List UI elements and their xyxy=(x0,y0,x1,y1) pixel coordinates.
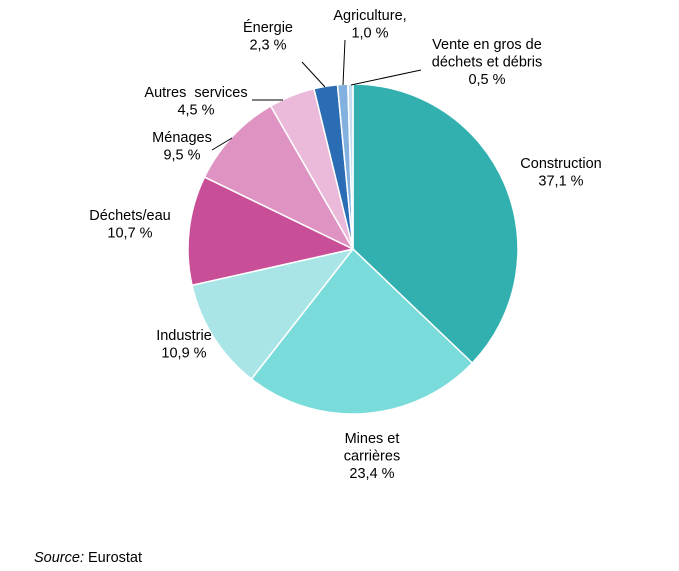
slice-name-label: déchets et débris xyxy=(432,55,542,71)
pie-slice xyxy=(187,176,354,287)
slice-name-label: carrières xyxy=(344,449,400,465)
source-label: Source: xyxy=(34,550,84,566)
pie-slice xyxy=(347,83,354,250)
leader-line xyxy=(350,69,422,86)
slice-label: Agriculture, 1,0 % xyxy=(333,8,406,42)
pie-slice xyxy=(203,105,354,250)
slice-value-label: 2,3 % xyxy=(249,38,286,54)
slice-value-label: 4,5 % xyxy=(177,103,214,119)
slice-value-label: 0,5 % xyxy=(468,72,505,88)
leader-lines xyxy=(211,39,422,151)
slice-value-label: 37,1 % xyxy=(538,174,583,190)
slice-name-label: Industrie xyxy=(156,328,212,344)
slice-value-label: 10,9 % xyxy=(161,346,206,362)
slice-label: Ménages 9,5 % xyxy=(152,130,212,164)
source-value: Eurostat xyxy=(88,550,143,566)
slice-name-label: Autres services xyxy=(144,85,247,101)
source-note: Source: Eurostat xyxy=(34,550,142,566)
pie-slice xyxy=(250,248,474,415)
slice-label: Énergie 2,3 % xyxy=(243,19,293,54)
slice-name-label: Énergie xyxy=(243,19,293,36)
leader-line xyxy=(211,137,233,151)
pie-slice xyxy=(352,83,519,364)
slice-label: Construction 37,1 % xyxy=(520,156,601,190)
slice-label: Déchets/eau 10,7 % xyxy=(89,208,170,242)
slice-name-label: Vente en gros de xyxy=(432,37,542,53)
slice-name-label: Agriculture, xyxy=(333,8,406,24)
slice-value-label: 23,4 % xyxy=(349,466,394,482)
leader-line xyxy=(342,39,346,86)
slice-label: Vente en gros de déchets et débris 0,5 % xyxy=(432,37,542,88)
slice-value-label: 1,0 % xyxy=(351,26,388,42)
slice-name-label: Mines et xyxy=(345,431,400,447)
slice-labels: Construction 37,1 % Mines et carrières 23,4 … xyxy=(89,8,601,482)
slice-name-label: Ménages xyxy=(152,130,212,146)
slice-label: Industrie 10,9 % xyxy=(156,328,212,362)
slice-value-label: 10,7 % xyxy=(107,226,152,242)
slice-label: Autres services 4,5 % xyxy=(144,85,247,119)
slice-name-label: Déchets/eau xyxy=(89,208,170,224)
slice-value-label: 9,5 % xyxy=(163,148,200,164)
slice-label: Mines et carrières 23,4 % xyxy=(344,431,400,482)
pie-slice xyxy=(191,248,354,380)
leader-line xyxy=(301,61,326,88)
pie-slices xyxy=(187,83,519,415)
slice-name-label: Construction xyxy=(520,156,601,172)
